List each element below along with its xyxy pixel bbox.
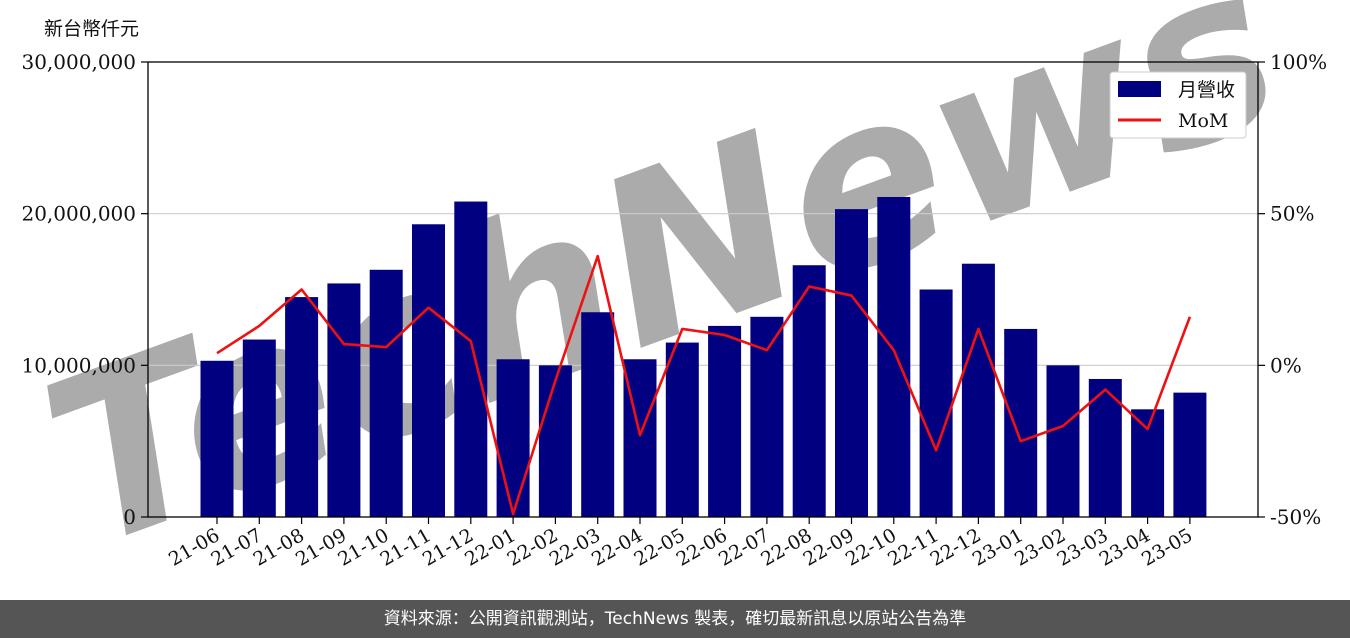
left-y-axis: 0 10,000,000 20,000,000 30,000,000 [21,50,148,529]
bar-22-02 [538,365,572,517]
mom-line-series [216,254,1192,516]
bar-21-08 [285,297,319,517]
right-tick-label: 100% [1270,50,1327,74]
bar-series [200,196,1207,518]
bar-21-06 [200,360,234,517]
left-tick-label: 30,000,000 [21,50,136,74]
left-tick-label: 20,000,000 [21,202,136,226]
bar-21-07 [242,339,276,517]
bar-21-12 [454,201,488,518]
bar-22-05 [665,342,699,517]
legend-bar-swatch [1118,81,1161,97]
y-axis-unit-label: 新台幣仟元 [44,18,140,40]
bar-23-01 [1004,328,1038,517]
bar-23-02 [1046,365,1080,517]
bar-22-03 [581,312,615,517]
bar-21-10 [369,269,403,517]
legend: 月營收 MoM [1109,71,1247,139]
mom-line [216,254,1192,516]
right-tick-label: -50% [1270,505,1321,529]
footer-source-note: 資料來源：公開資訊觀測站，TechNews 製表，確切最新訊息以原站公告為準 [0,600,1350,638]
left-tick-label: 10,000,000 [21,353,136,377]
revenue-chart: TechNews 010,000,00020,000,00030,000,000… [16,0,1328,600]
legend-bar-label: 月營收 [1178,79,1235,101]
bar-22-10 [877,196,911,517]
right-y-axis: -50% 0% 50% 100% [1258,50,1327,529]
left-tick-label: 0 [123,505,136,529]
bar-21-09 [327,283,361,517]
x-axis: 21-0621-0721-0821-0921-1021-1121-1222-01… [165,517,1196,571]
bar-22-08 [792,265,826,517]
bar-22-01 [496,359,530,517]
bar-22-06 [708,325,742,517]
bar-22-09 [835,209,868,517]
plot-frame [147,61,1259,518]
bar-23-05 [1173,392,1207,517]
right-tick-label: 0% [1270,353,1302,377]
bar-22-11 [919,289,953,517]
bar-22-12 [961,263,995,517]
bar-23-03 [1088,378,1122,517]
bar-21-11 [412,224,445,518]
legend-line-label: MoM [1178,110,1228,132]
right-tick-label: 50% [1270,202,1314,226]
